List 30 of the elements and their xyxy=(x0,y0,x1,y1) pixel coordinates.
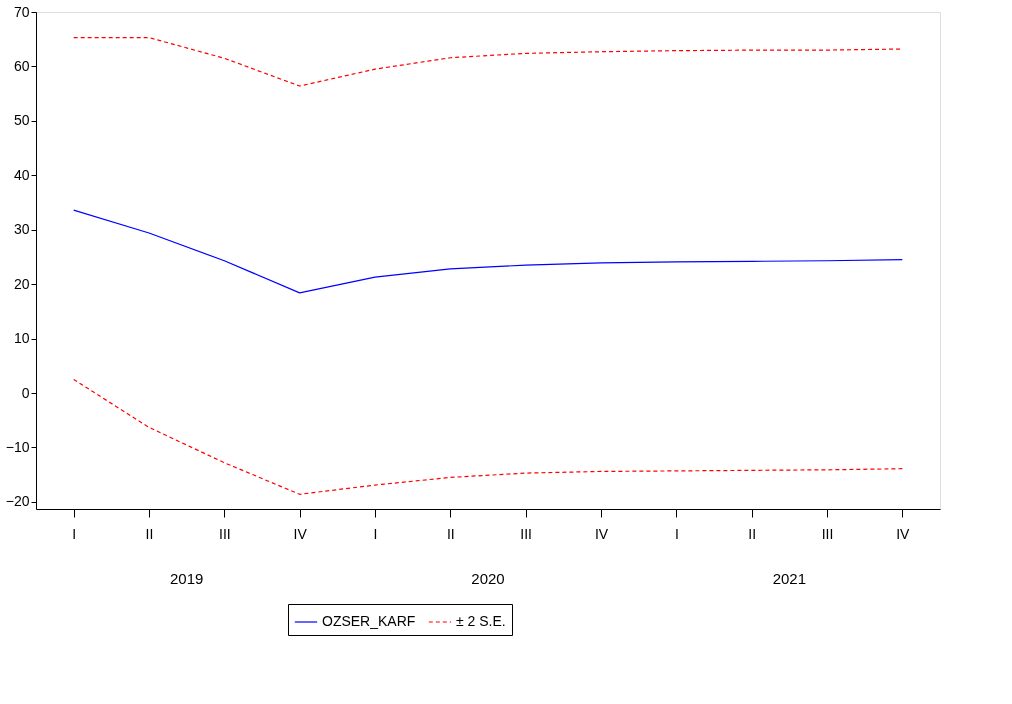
y-tick-label: 30 xyxy=(13,221,30,238)
x-tick-label: II xyxy=(446,525,455,542)
y-tick-label: −10 xyxy=(5,438,30,455)
x-tick-label: IV xyxy=(896,525,911,542)
x-tick-label: II xyxy=(748,525,757,542)
x-tick-label: III xyxy=(821,525,834,542)
text: 2020 xyxy=(471,570,505,587)
line-series xyxy=(73,378,903,495)
legend-label: ± 2 S.E. xyxy=(456,613,506,629)
y-tick-label: 20 xyxy=(13,275,30,292)
x-tick-label: I xyxy=(674,525,679,542)
x-tick-label: IV xyxy=(594,525,609,542)
text: 2019 xyxy=(169,570,204,587)
y-tick-label: 0 xyxy=(21,384,30,401)
y-tick-label: 60 xyxy=(13,57,30,74)
legend-label: OZSER_KARF xyxy=(322,613,416,629)
x-tick-label: III xyxy=(219,525,231,542)
y-tick-label: 70 xyxy=(13,3,30,20)
line-series xyxy=(73,36,903,87)
x-tick-label: II xyxy=(145,525,154,542)
y-tick-label: 10 xyxy=(13,330,30,347)
x-tick-label: III xyxy=(520,525,532,542)
text: 2021 xyxy=(772,570,807,587)
y-tick-label: −20 xyxy=(5,493,30,510)
y-tick-label: 50 xyxy=(13,112,30,129)
x-tick-label: IV xyxy=(293,525,308,542)
x-tick-label: I xyxy=(72,525,77,542)
x-tick-label: I xyxy=(373,525,378,542)
y-tick-label: 40 xyxy=(13,166,30,183)
line-series xyxy=(73,209,903,294)
